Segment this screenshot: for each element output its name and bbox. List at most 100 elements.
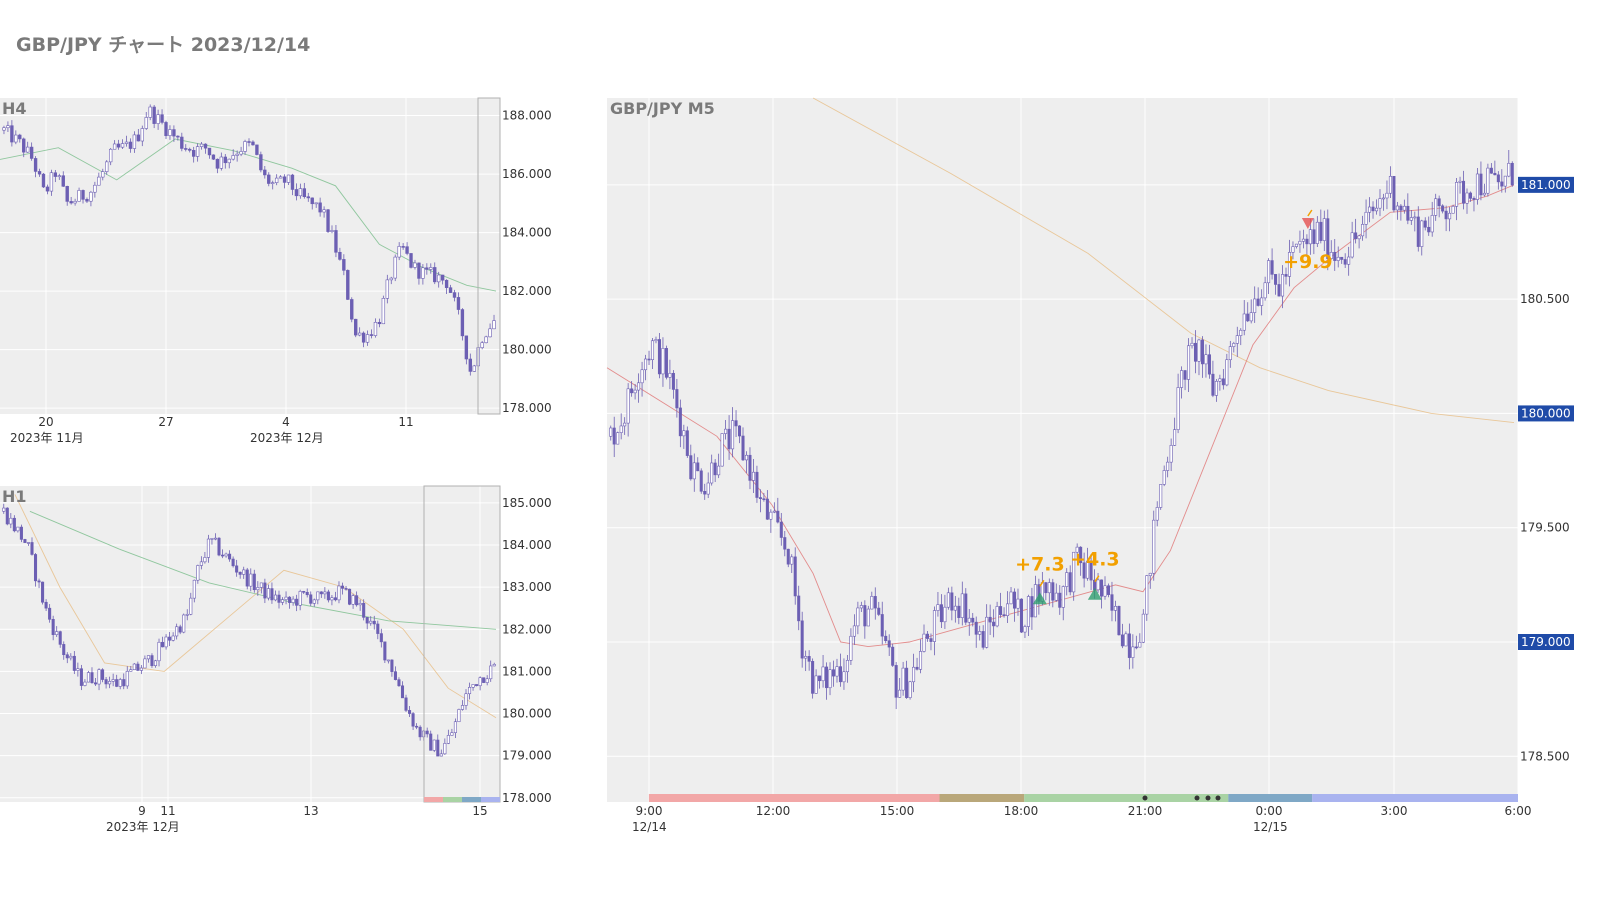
candle: [1187, 338, 1191, 393]
candle: [333, 591, 337, 602]
x-tick-label: 11: [160, 804, 175, 818]
candle-body: [1458, 180, 1462, 183]
candle-body: [790, 556, 794, 565]
candle-body: [1214, 380, 1218, 396]
candle-body: [1416, 216, 1420, 247]
candle-body: [255, 144, 259, 155]
candle: [471, 684, 475, 691]
candle: [76, 662, 80, 677]
candle-body: [355, 595, 359, 606]
candle-body: [1315, 221, 1319, 244]
candle-body: [692, 462, 696, 480]
candle-body: [211, 154, 216, 160]
candle: [1228, 340, 1232, 368]
candle: [129, 666, 133, 672]
candle: [231, 556, 235, 568]
candle-body: [1500, 181, 1504, 187]
candle-body: [657, 339, 661, 375]
candle-body: [1242, 313, 1246, 331]
candle: [779, 512, 783, 546]
candle-body: [932, 610, 936, 642]
candle-body: [228, 553, 232, 560]
candle-body: [633, 389, 637, 394]
candle-body: [675, 389, 679, 409]
candle-body: [619, 425, 623, 433]
candle: [291, 596, 295, 606]
candle-body: [1350, 232, 1354, 258]
candle-body: [73, 200, 77, 204]
candle-body: [783, 537, 787, 550]
candle-body: [278, 176, 283, 179]
candle-body: [891, 646, 895, 666]
candle-body: [418, 726, 422, 738]
candle-body: [1193, 342, 1198, 362]
candle-body: [334, 230, 338, 253]
candle: [1246, 302, 1250, 323]
candle: [1489, 163, 1493, 174]
candle-body: [1277, 284, 1281, 297]
candle-body: [273, 594, 277, 601]
candle-body: [1082, 562, 1086, 579]
candle-body: [316, 591, 320, 601]
candle: [1364, 199, 1368, 239]
candle-body: [1340, 256, 1344, 260]
candle-body: [425, 730, 429, 735]
candle: [139, 665, 143, 675]
candle-body: [1441, 205, 1445, 212]
candle-body: [818, 675, 822, 682]
candle-body: [464, 335, 469, 360]
candle-body: [429, 267, 433, 270]
candle: [1448, 207, 1452, 232]
candle-body: [302, 188, 307, 197]
candle-body: [1281, 274, 1285, 297]
candle: [1427, 216, 1431, 236]
candle-body: [1305, 238, 1309, 245]
candle: [211, 154, 216, 161]
candle-body: [219, 156, 224, 169]
candle: [231, 149, 235, 161]
candle-body: [389, 277, 393, 281]
candle-body: [242, 569, 246, 575]
candle: [156, 109, 160, 130]
candle: [1451, 204, 1455, 214]
candle-body: [678, 407, 682, 437]
trade-pips-label: +4.3: [1070, 549, 1120, 571]
candle-body: [1274, 274, 1278, 285]
candle: [1012, 588, 1017, 622]
candle: [146, 655, 150, 663]
candle: [1281, 265, 1285, 309]
candle: [957, 597, 961, 625]
candle: [322, 206, 326, 218]
candle-body: [439, 753, 443, 757]
candle: [866, 605, 870, 627]
candle-body: [821, 666, 825, 682]
candle-body: [26, 542, 30, 544]
y-tick-label: 180.000: [502, 707, 552, 721]
candle: [1009, 586, 1013, 605]
candle-body: [1336, 256, 1340, 261]
candle: [1002, 607, 1006, 618]
candle-body: [1444, 210, 1448, 220]
candle-body: [650, 340, 655, 360]
candle-body: [203, 557, 207, 563]
candle-body: [69, 655, 73, 659]
candle-body: [160, 114, 164, 123]
candle: [953, 595, 957, 623]
candle-body: [156, 114, 160, 124]
candle-body: [369, 334, 374, 336]
candle-body: [282, 176, 287, 183]
candle-body: [1051, 582, 1055, 601]
ma-slow-line: [14, 494, 497, 719]
candle-body: [1169, 445, 1173, 463]
candle-body: [251, 141, 255, 146]
candle-body: [1152, 519, 1156, 574]
candle-body: [1343, 259, 1347, 265]
candle: [492, 662, 496, 667]
candle: [699, 468, 703, 494]
candle-body: [1131, 646, 1135, 658]
candle-body: [992, 621, 996, 627]
candle: [69, 653, 73, 661]
candle-body: [1462, 180, 1466, 204]
candle-body: [351, 595, 355, 605]
candle: [457, 708, 461, 723]
